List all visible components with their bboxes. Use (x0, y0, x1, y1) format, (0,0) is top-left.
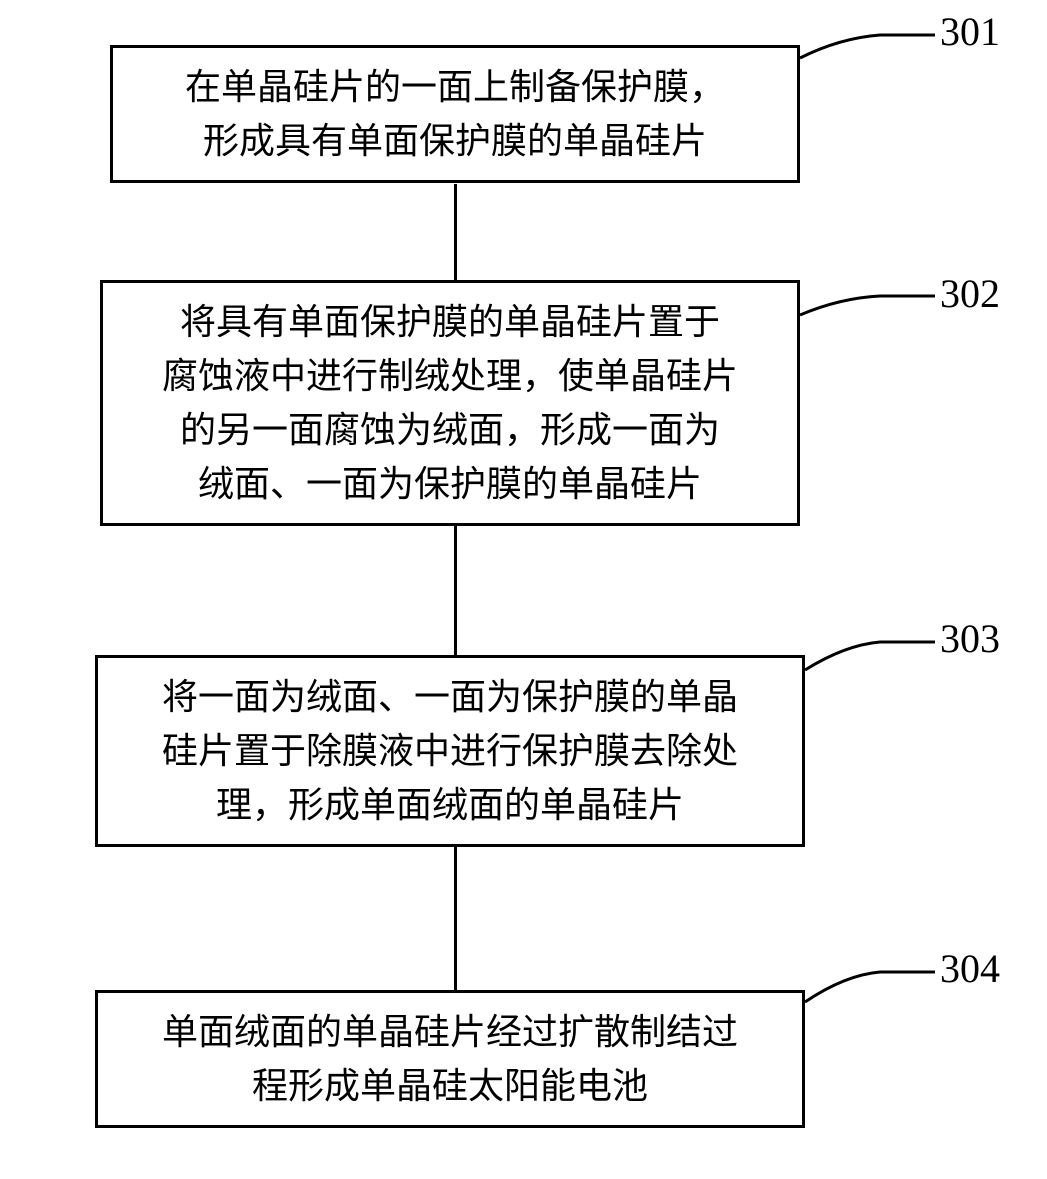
box2-line3: 的另一面腐蚀为绒面，形成一面为 (123, 403, 777, 457)
label-304: 304 (940, 945, 1000, 992)
process-box-4: 单面绒面的单晶硅片经过扩散制结过 程形成单晶硅太阳能电池 (95, 990, 805, 1128)
label-301: 301 (940, 8, 1000, 55)
box3-line3: 理，形成单面绒面的单晶硅片 (118, 778, 782, 832)
box3-line2: 硅片置于除膜液中进行保护膜去除处 (118, 724, 782, 778)
box2-line1: 将具有单面保护膜的单晶硅片置于 (123, 295, 777, 349)
connector-2-3 (454, 524, 457, 655)
label-302: 302 (940, 270, 1000, 317)
box2-line2: 腐蚀液中进行制绒处理，使单晶硅片 (123, 349, 777, 403)
box3-line1: 将一面为绒面、一面为保护膜的单晶 (118, 670, 782, 724)
box2-line4: 绒面、一面为保护膜的单晶硅片 (123, 457, 777, 511)
process-box-1: 在单晶硅片的一面上制备保护膜， 形成具有单面保护膜的单晶硅片 (110, 45, 800, 183)
box1-line1: 在单晶硅片的一面上制备保护膜， (133, 60, 777, 114)
label-303: 303 (940, 615, 1000, 662)
connector-3-4 (454, 844, 457, 990)
box1-line2: 形成具有单面保护膜的单晶硅片 (133, 114, 777, 168)
connector-1-2 (454, 184, 457, 280)
box4-line1: 单面绒面的单晶硅片经过扩散制结过 (118, 1005, 782, 1059)
box4-line2: 程形成单晶硅太阳能电池 (118, 1059, 782, 1113)
process-box-2: 将具有单面保护膜的单晶硅片置于 腐蚀液中进行制绒处理，使单晶硅片 的另一面腐蚀为… (100, 280, 800, 526)
process-box-3: 将一面为绒面、一面为保护膜的单晶 硅片置于除膜液中进行保护膜去除处 理，形成单面… (95, 655, 805, 847)
